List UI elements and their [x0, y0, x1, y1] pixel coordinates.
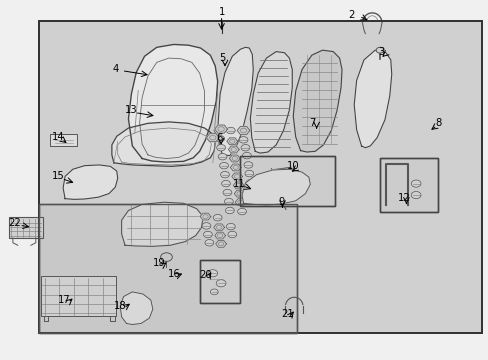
Polygon shape — [120, 292, 153, 324]
Text: 5: 5 — [219, 53, 225, 63]
Circle shape — [219, 162, 228, 169]
Bar — [39, 22, 482, 333]
Circle shape — [242, 152, 251, 159]
Polygon shape — [228, 146, 239, 153]
Text: 17: 17 — [58, 295, 70, 305]
Bar — [39, 22, 482, 333]
Circle shape — [224, 198, 233, 205]
Bar — [50, 134, 77, 145]
Polygon shape — [128, 44, 217, 162]
Circle shape — [239, 136, 247, 143]
Circle shape — [241, 144, 249, 151]
Circle shape — [226, 224, 235, 230]
Text: 2: 2 — [348, 10, 354, 20]
Bar — [9, 217, 42, 238]
Polygon shape — [293, 50, 341, 152]
Circle shape — [244, 170, 253, 177]
Polygon shape — [214, 125, 227, 133]
Polygon shape — [206, 134, 219, 142]
Text: 9: 9 — [277, 197, 284, 207]
Circle shape — [410, 180, 420, 187]
Bar — [41, 276, 116, 316]
Polygon shape — [218, 47, 253, 156]
Text: 15: 15 — [52, 171, 64, 181]
Circle shape — [215, 135, 224, 142]
Circle shape — [202, 223, 210, 229]
Text: 3: 3 — [377, 46, 384, 57]
Text: 6: 6 — [216, 133, 222, 143]
Text: 20: 20 — [199, 270, 211, 280]
Circle shape — [247, 188, 256, 195]
Polygon shape — [233, 182, 244, 189]
Text: 7: 7 — [309, 118, 315, 128]
Circle shape — [244, 162, 252, 168]
Circle shape — [226, 127, 235, 134]
Polygon shape — [200, 213, 210, 220]
Polygon shape — [63, 165, 118, 199]
Circle shape — [216, 280, 225, 287]
Circle shape — [237, 208, 246, 215]
Text: 21: 21 — [281, 310, 293, 319]
Bar — [199, 260, 239, 303]
Circle shape — [204, 239, 213, 246]
Polygon shape — [235, 199, 245, 206]
Circle shape — [216, 144, 225, 151]
Polygon shape — [112, 122, 215, 166]
Circle shape — [203, 231, 212, 238]
Bar — [39, 204, 297, 333]
Text: 14: 14 — [52, 132, 64, 142]
Circle shape — [221, 180, 230, 187]
Polygon shape — [242, 169, 310, 205]
Polygon shape — [237, 126, 249, 135]
Bar — [239, 156, 334, 206]
Polygon shape — [213, 224, 224, 231]
Polygon shape — [226, 138, 237, 145]
Bar — [239, 156, 334, 206]
Text: 11: 11 — [233, 179, 245, 189]
Circle shape — [227, 231, 236, 238]
Polygon shape — [250, 51, 292, 153]
Circle shape — [218, 153, 226, 160]
Text: 12: 12 — [397, 193, 410, 203]
Text: 4: 4 — [112, 64, 118, 74]
Polygon shape — [215, 240, 226, 247]
Bar — [379, 158, 437, 212]
Bar — [39, 204, 297, 333]
Circle shape — [213, 215, 222, 221]
Text: 18: 18 — [114, 301, 126, 311]
Polygon shape — [229, 155, 240, 162]
Circle shape — [210, 289, 218, 295]
Circle shape — [375, 47, 383, 53]
Polygon shape — [214, 232, 225, 239]
Polygon shape — [213, 127, 224, 134]
Polygon shape — [234, 190, 244, 197]
Polygon shape — [231, 173, 242, 180]
Text: 8: 8 — [434, 118, 441, 128]
Circle shape — [225, 207, 234, 214]
Circle shape — [410, 192, 420, 199]
Polygon shape — [122, 202, 203, 246]
Polygon shape — [353, 50, 391, 148]
Circle shape — [245, 180, 254, 186]
Text: 10: 10 — [286, 161, 299, 171]
Circle shape — [223, 189, 231, 196]
Bar — [379, 158, 437, 212]
Text: 19: 19 — [152, 258, 165, 268]
Text: 16: 16 — [167, 269, 180, 279]
Circle shape — [207, 270, 217, 277]
Circle shape — [220, 171, 229, 178]
Polygon shape — [230, 164, 241, 171]
Text: 1: 1 — [218, 7, 224, 17]
Bar — [199, 260, 239, 303]
Text: 22: 22 — [8, 218, 20, 228]
Text: 13: 13 — [125, 105, 138, 115]
